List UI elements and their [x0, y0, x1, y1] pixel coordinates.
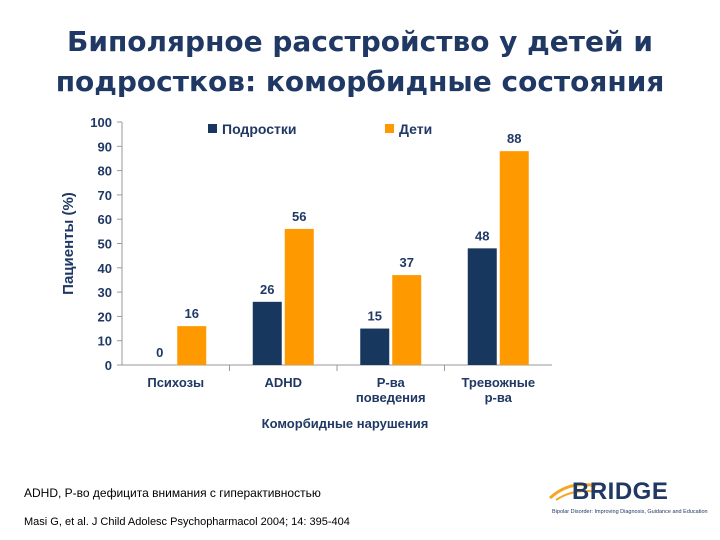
- bar-teens: [360, 328, 390, 365]
- logo-tagline: Bipolar Disorder: Improving Diagnosis, G…: [552, 509, 708, 515]
- data-label: 56: [292, 209, 306, 224]
- y-tick-label: 60: [98, 212, 112, 227]
- bridge-arc-icon: [548, 483, 599, 501]
- x-tick-label: Р-ва: [377, 375, 406, 390]
- bar-children: [499, 151, 529, 365]
- y-tick-label: 20: [98, 309, 112, 324]
- data-label: 88: [507, 131, 521, 146]
- y-tick-label: 50: [98, 237, 112, 252]
- data-label: 0: [156, 345, 163, 360]
- bridge-logo: BRIDGE Bipolar Disorder: Improving Diagn…: [548, 476, 708, 520]
- x-tick-label: Психозы: [147, 375, 204, 390]
- bar-teens: [252, 301, 282, 365]
- y-tick-label: 40: [98, 261, 112, 276]
- y-axis-label: Пациенты (%): [60, 192, 77, 295]
- legend-label: Дети: [399, 121, 432, 137]
- y-tick-label: 80: [98, 164, 112, 179]
- logo-text: BRIDGE: [572, 478, 669, 505]
- page-title: Биполярное расстройство у детей и подрос…: [0, 22, 720, 102]
- data-label: 26: [260, 282, 274, 297]
- bar-teens: [467, 248, 497, 365]
- bar-children: [177, 326, 207, 365]
- bar-chart: 0 10 20 30 40 50 60 70 80 90 100 Пациенты (%) 0 16 Пси…: [60, 115, 552, 431]
- x-tick-label: ADHD: [264, 375, 302, 390]
- title-line-1: Биполярное расстройство у детей и: [67, 25, 653, 58]
- title-line-2: подростков: коморбидные состояния: [55, 65, 665, 98]
- x-tick-label: поведения: [356, 390, 426, 405]
- data-label: 37: [400, 255, 414, 270]
- y-tick-label: 30: [98, 285, 112, 300]
- legend-swatch: [385, 124, 394, 133]
- data-label: 48: [475, 228, 489, 243]
- x-tick-label: р-ва: [485, 390, 513, 405]
- y-tick-label: 90: [98, 139, 112, 154]
- legend-swatch: [208, 124, 217, 133]
- x-tick-label: Тревожные: [461, 375, 535, 390]
- data-label: 16: [185, 306, 199, 321]
- reference: Masi G, et al. J Child Adolesc Psychopha…: [24, 516, 350, 528]
- y-tick-label: 100: [90, 115, 112, 130]
- footnote: ADHD, Р-во дефицита внимания с гиперакти…: [24, 486, 321, 500]
- bar-children: [284, 228, 314, 365]
- x-axis-label: Коморбидные нарушения: [262, 416, 429, 431]
- data-label: 15: [368, 309, 382, 324]
- y-tick-label: 70: [98, 188, 112, 203]
- y-tick-label: 10: [98, 334, 112, 349]
- bar-children: [392, 275, 422, 365]
- y-tick-label: 0: [105, 358, 112, 373]
- legend-label: Подростки: [222, 121, 297, 137]
